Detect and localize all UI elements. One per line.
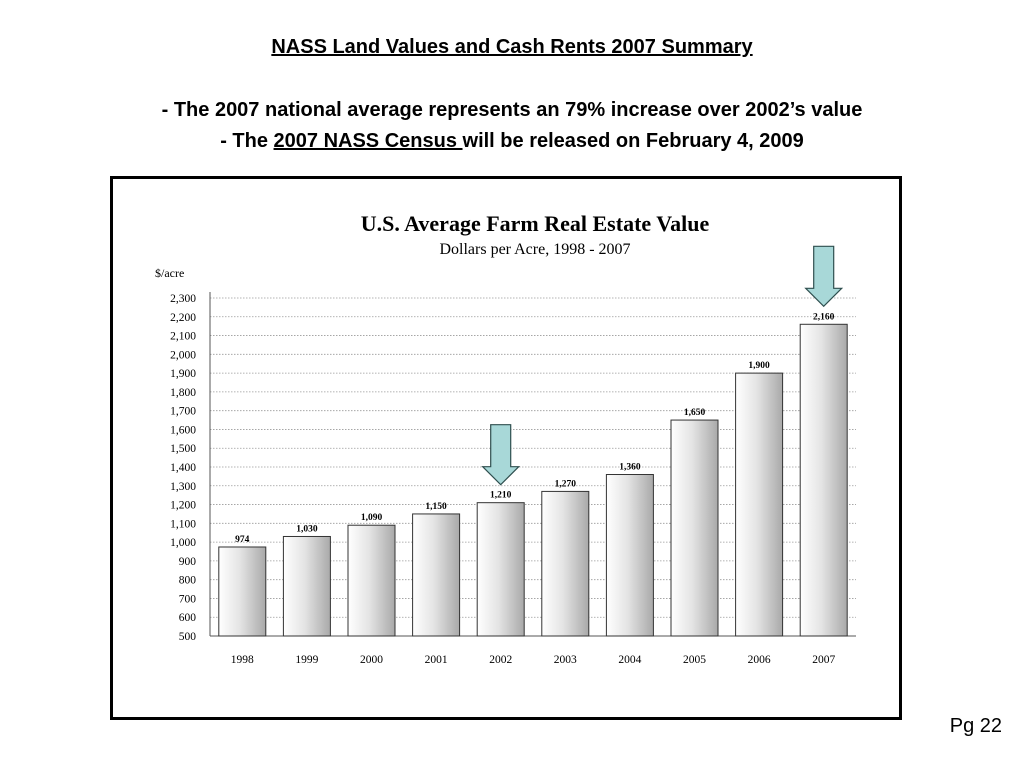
data-label-2005: 1,650 (684, 408, 706, 418)
chart-subtitle: Dollars per Acre, 1998 - 2007 (439, 241, 630, 258)
y-tick-label: 900 (179, 556, 197, 568)
y-tick-label: 1,300 (170, 481, 196, 493)
y-tick-label: 1,000 (170, 537, 196, 549)
x-tick-label: 2004 (618, 654, 641, 666)
data-label-2001: 1,150 (425, 502, 447, 512)
y-tick-label: 1,100 (170, 518, 196, 530)
data-label-2007: 2,160 (813, 312, 835, 322)
y-tick-label: 1,700 (170, 406, 196, 418)
x-tick-label: 2002 (489, 654, 512, 666)
bars (218, 323, 848, 637)
y-tick-label: 1,400 (170, 462, 196, 474)
bullet-census-suffix: will be released on February 4, 2009 (462, 130, 804, 152)
chart-title: U.S. Average Farm Real Estate Value (361, 211, 710, 236)
x-tick-label: 2005 (683, 654, 706, 666)
x-axis-ticks: 1998 1999 2000 2001 2002 2003 2004 2005 2006 2007 (231, 654, 836, 666)
census-link[interactable]: 2007 NASS Census (273, 130, 463, 152)
bar-2005 (670, 419, 719, 637)
bar-2007 (799, 323, 848, 637)
bar-2004 (605, 474, 654, 637)
x-tick-label: 2003 (554, 654, 577, 666)
data-label-2002: 1,210 (490, 491, 512, 501)
data-label-2004: 1,360 (619, 463, 641, 473)
y-tick-label: 2,200 (170, 312, 196, 324)
data-label-1998: 974 (235, 535, 250, 545)
slide-title: NASS Land Values and Cash Rents 2007 Sum… (271, 36, 753, 58)
page-number: Pg 22 (949, 715, 1002, 737)
data-label-2000: 1,090 (361, 513, 383, 523)
y-tick-label: 1,600 (170, 424, 196, 436)
bar-2000 (347, 524, 396, 637)
y-tick-label: 500 (179, 631, 197, 643)
data-label-1999: 1,030 (296, 524, 318, 534)
x-tick-label: 2006 (748, 654, 771, 666)
y-tick-label: 1,900 (170, 368, 196, 380)
x-tick-label: 2000 (360, 654, 383, 666)
data-label-2006: 1,900 (748, 361, 770, 371)
x-tick-label: 1999 (295, 654, 318, 666)
y-tick-label: 1,800 (170, 387, 196, 399)
y-tick-label: 1,500 (170, 443, 196, 455)
y-axis-ticks: 500 600 700 800 900 1,000 1,100 1,200 1,300 1,400… (170, 293, 196, 643)
bar-2006 (735, 372, 784, 637)
x-tick-label: 1998 (231, 654, 254, 666)
bar-2001 (412, 513, 461, 637)
data-labels: 974 1,030 1,090 1,150 1,210 1,270 1,360 1,650 1,… (235, 312, 834, 545)
y-tick-label: 2,300 (170, 293, 196, 305)
y-tick-label: 2,000 (170, 349, 196, 361)
bar-2002 (476, 502, 525, 637)
bullet-increase: - The 2007 national average represents a… (161, 99, 863, 121)
arrow-icon-2007 (804, 245, 844, 308)
data-label-2003: 1,270 (555, 479, 577, 489)
x-tick-label: 2007 (812, 654, 835, 666)
chart-frame: U.S. Average Farm Real Estate Value Doll… (110, 176, 902, 720)
bar-1998 (218, 546, 267, 637)
y-tick-label: 600 (179, 612, 197, 624)
bullet-census: - The 2007 NASS Census will be released … (0, 130, 1024, 153)
y-tick-label: 2,100 (170, 331, 196, 343)
bar-2003 (541, 490, 590, 637)
y-axis-label: $/acre (155, 266, 184, 280)
x-tick-label: 2001 (425, 654, 448, 666)
y-tick-label: 800 (179, 575, 197, 587)
bullet-census-prefix: - The (220, 130, 274, 152)
highlight-arrows (481, 245, 844, 486)
arrow-icon-2002 (481, 424, 521, 486)
bar-1999 (282, 535, 331, 637)
farm-value-chart: U.S. Average Farm Real Estate Value Doll… (155, 211, 856, 666)
y-tick-label: 700 (179, 593, 197, 605)
y-tick-label: 1,200 (170, 500, 196, 512)
